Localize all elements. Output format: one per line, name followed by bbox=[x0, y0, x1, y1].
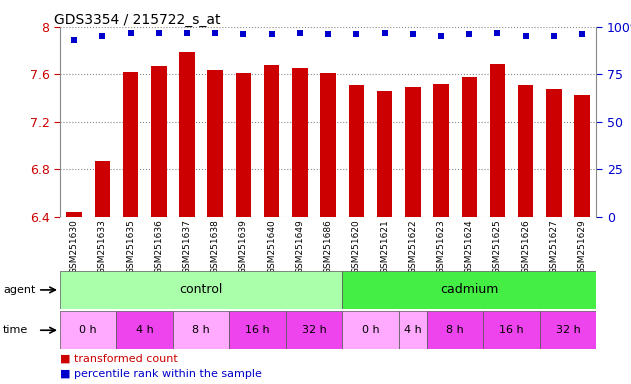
Text: GSM251620: GSM251620 bbox=[352, 220, 361, 274]
Point bbox=[323, 31, 333, 38]
Bar bbox=[377, 91, 392, 217]
Text: GSM251621: GSM251621 bbox=[380, 220, 389, 274]
Bar bbox=[574, 94, 590, 217]
Text: GSM251640: GSM251640 bbox=[267, 220, 276, 274]
Bar bbox=[348, 85, 364, 217]
Bar bbox=[342, 311, 399, 349]
Bar bbox=[286, 311, 342, 349]
Bar bbox=[173, 311, 229, 349]
Point bbox=[351, 31, 362, 38]
Point bbox=[521, 33, 531, 40]
Text: GSM251625: GSM251625 bbox=[493, 220, 502, 274]
Text: 8 h: 8 h bbox=[192, 325, 210, 335]
Text: GSM251626: GSM251626 bbox=[521, 220, 530, 274]
Text: 16 h: 16 h bbox=[499, 325, 524, 335]
Point bbox=[379, 30, 389, 36]
Bar bbox=[540, 311, 596, 349]
Text: GSM251627: GSM251627 bbox=[550, 220, 558, 274]
Text: GSM251638: GSM251638 bbox=[211, 220, 220, 275]
Bar bbox=[342, 271, 596, 309]
Text: GSM251630: GSM251630 bbox=[69, 220, 78, 275]
Text: ■ percentile rank within the sample: ■ percentile rank within the sample bbox=[60, 369, 262, 379]
Text: GSM251623: GSM251623 bbox=[437, 220, 445, 274]
Text: 8 h: 8 h bbox=[446, 325, 464, 335]
Bar bbox=[546, 89, 562, 217]
Text: 0 h: 0 h bbox=[80, 325, 97, 335]
Bar bbox=[95, 161, 110, 217]
Text: GSM251622: GSM251622 bbox=[408, 220, 417, 274]
Text: GDS3354 / 215722_s_at: GDS3354 / 215722_s_at bbox=[54, 13, 220, 27]
Point bbox=[210, 30, 220, 36]
Bar bbox=[60, 271, 342, 309]
Text: GSM251637: GSM251637 bbox=[182, 220, 191, 275]
Point bbox=[408, 31, 418, 38]
Text: 32 h: 32 h bbox=[556, 325, 581, 335]
Point bbox=[295, 30, 305, 36]
Text: control: control bbox=[179, 283, 223, 296]
Bar bbox=[490, 64, 505, 217]
Point bbox=[69, 37, 79, 43]
Bar bbox=[483, 311, 540, 349]
Bar bbox=[427, 311, 483, 349]
Text: 16 h: 16 h bbox=[245, 325, 270, 335]
Point bbox=[154, 30, 164, 36]
Text: GSM251624: GSM251624 bbox=[465, 220, 474, 274]
Text: GSM251639: GSM251639 bbox=[239, 220, 248, 275]
Text: GSM251629: GSM251629 bbox=[578, 220, 587, 274]
Point bbox=[436, 33, 446, 40]
Point bbox=[577, 31, 587, 38]
Bar bbox=[235, 73, 251, 217]
Text: 4 h: 4 h bbox=[404, 325, 422, 335]
Text: GSM251649: GSM251649 bbox=[295, 220, 304, 274]
Bar bbox=[116, 311, 173, 349]
Text: 0 h: 0 h bbox=[362, 325, 379, 335]
Text: agent: agent bbox=[3, 285, 35, 295]
Text: time: time bbox=[3, 325, 28, 335]
Point bbox=[549, 33, 559, 40]
Point bbox=[126, 30, 136, 36]
Bar bbox=[179, 52, 195, 217]
Point bbox=[239, 31, 249, 38]
Point bbox=[492, 30, 502, 36]
Bar bbox=[461, 77, 477, 217]
Bar bbox=[151, 66, 167, 217]
Text: GSM251633: GSM251633 bbox=[98, 220, 107, 275]
Bar bbox=[60, 311, 116, 349]
Bar bbox=[405, 88, 421, 217]
Point bbox=[267, 31, 277, 38]
Text: GSM251635: GSM251635 bbox=[126, 220, 135, 275]
Text: cadmium: cadmium bbox=[440, 283, 498, 296]
Bar bbox=[433, 84, 449, 217]
Text: 4 h: 4 h bbox=[136, 325, 153, 335]
Bar bbox=[229, 311, 286, 349]
Point bbox=[97, 33, 107, 40]
Bar bbox=[264, 65, 280, 217]
Bar bbox=[321, 73, 336, 217]
Point bbox=[182, 30, 192, 36]
Point bbox=[464, 31, 475, 38]
Text: 32 h: 32 h bbox=[302, 325, 326, 335]
Bar bbox=[399, 311, 427, 349]
Bar bbox=[208, 70, 223, 217]
Bar bbox=[123, 72, 138, 217]
Text: GSM251636: GSM251636 bbox=[154, 220, 163, 275]
Bar bbox=[518, 85, 533, 217]
Text: GSM251686: GSM251686 bbox=[324, 220, 333, 275]
Bar bbox=[66, 212, 82, 217]
Bar bbox=[292, 68, 308, 217]
Text: ■ transformed count: ■ transformed count bbox=[60, 354, 178, 364]
